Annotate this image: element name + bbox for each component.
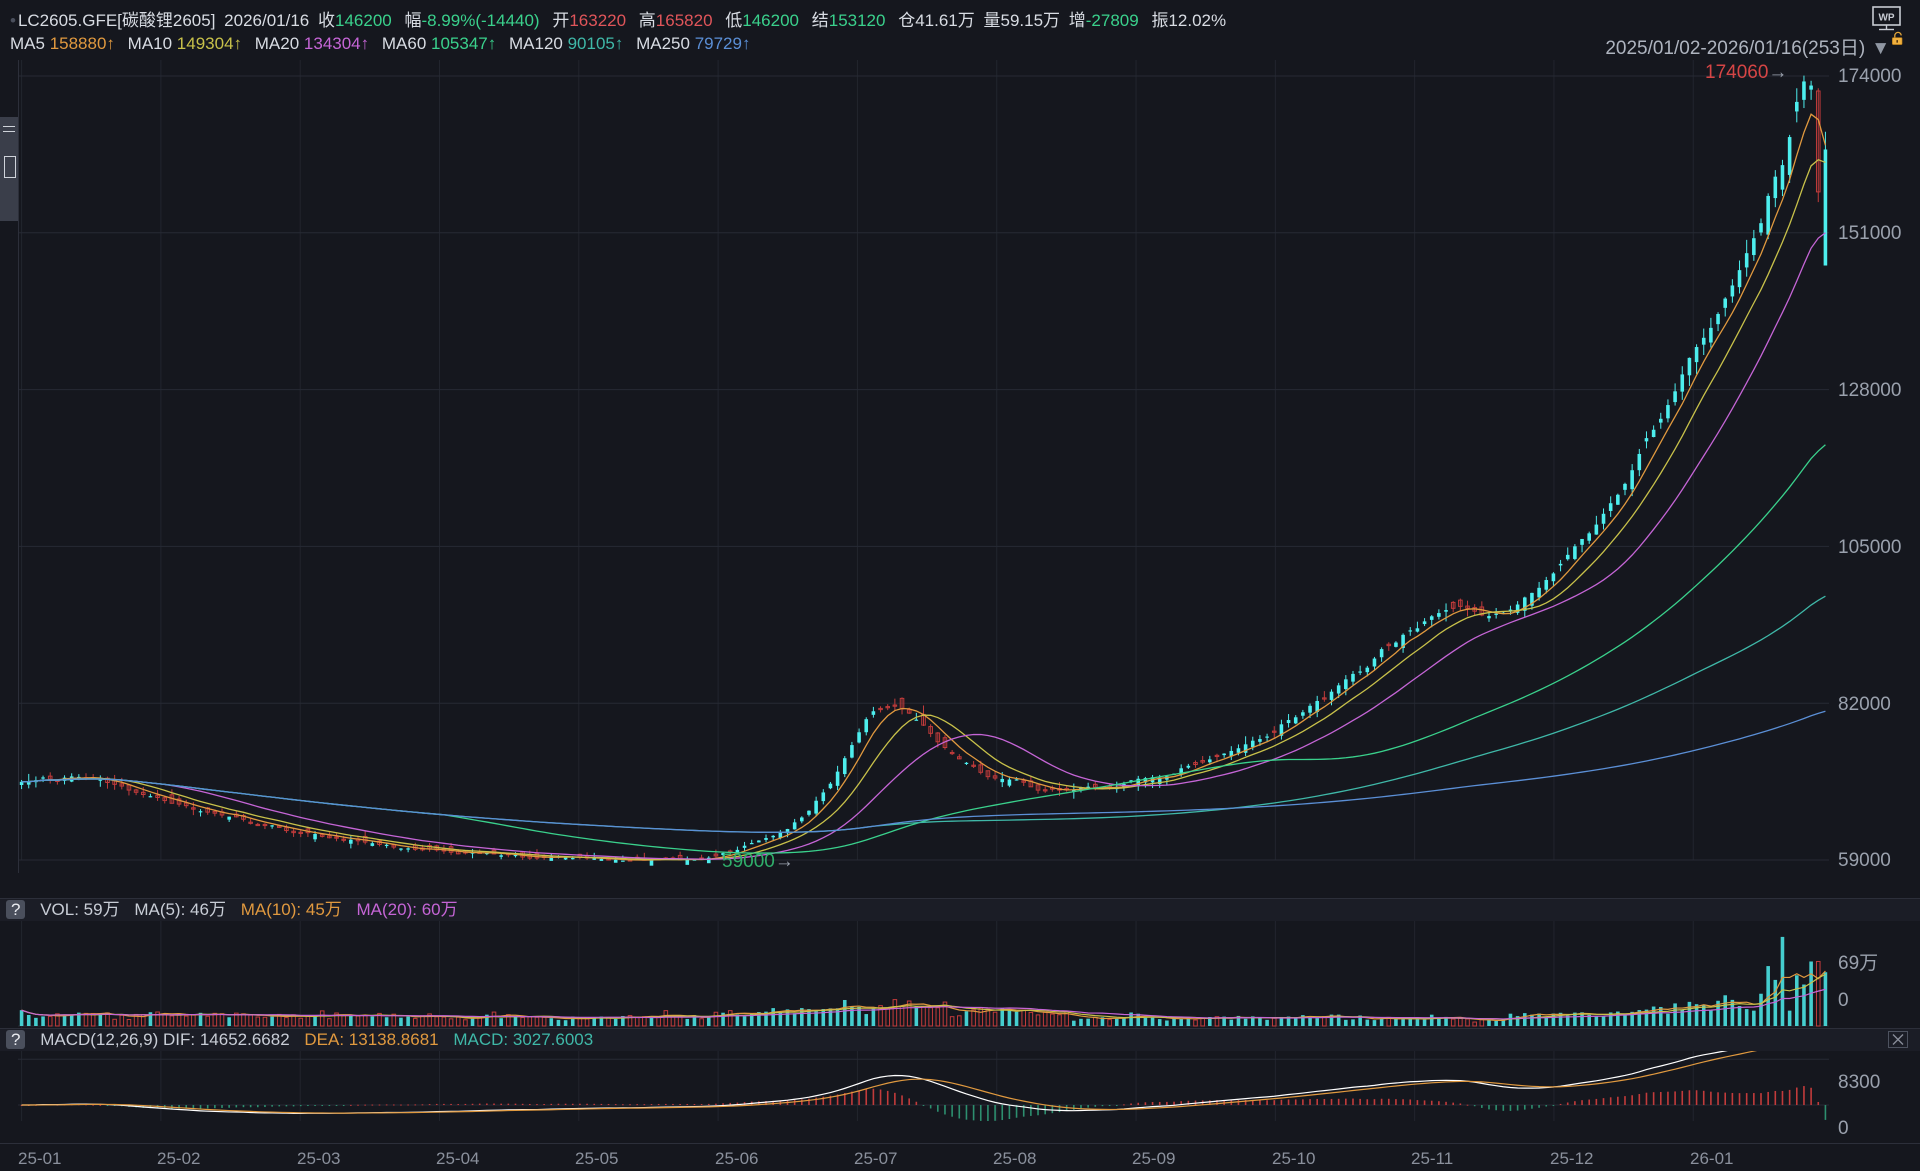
svg-text:WP: WP — [1878, 13, 1894, 24]
